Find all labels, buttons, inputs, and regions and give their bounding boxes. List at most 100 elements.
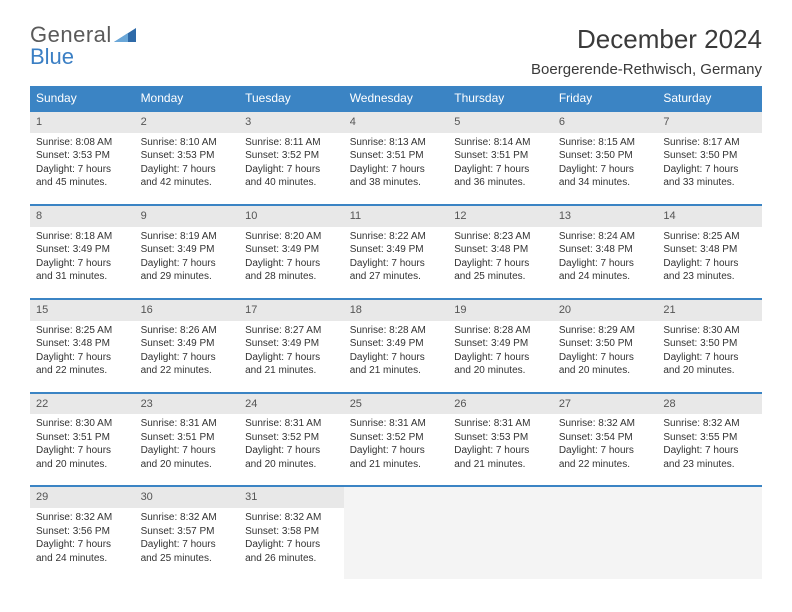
logo-part2: Blue bbox=[30, 46, 136, 68]
day-info-cell: Sunrise: 8:29 AMSunset: 3:50 PMDaylight:… bbox=[553, 321, 658, 393]
day-sunset: Sunset: 3:51 PM bbox=[350, 149, 443, 163]
header: General Blue December 2024 Boergerende-R… bbox=[30, 24, 762, 78]
day-d1: Daylight: 7 hours bbox=[454, 257, 547, 271]
day-number-cell bbox=[344, 486, 449, 508]
day-number-cell: 31 bbox=[239, 486, 344, 508]
day-d1: Daylight: 7 hours bbox=[245, 163, 338, 177]
day-sunset: Sunset: 3:50 PM bbox=[559, 149, 652, 163]
day-info-row: Sunrise: 8:25 AMSunset: 3:48 PMDaylight:… bbox=[30, 321, 762, 393]
day-sunset: Sunset: 3:49 PM bbox=[36, 243, 129, 257]
day-sunrise: Sunrise: 8:25 AM bbox=[663, 230, 756, 244]
day-d1: Daylight: 7 hours bbox=[36, 257, 129, 271]
day-sunset: Sunset: 3:49 PM bbox=[245, 243, 338, 257]
day-d2: and 29 minutes. bbox=[141, 270, 234, 284]
day-sunset: Sunset: 3:54 PM bbox=[559, 431, 652, 445]
day-sunset: Sunset: 3:49 PM bbox=[245, 337, 338, 351]
day-d1: Daylight: 7 hours bbox=[245, 444, 338, 458]
day-info-cell: Sunrise: 8:31 AMSunset: 3:51 PMDaylight:… bbox=[135, 414, 240, 486]
day-sunrise: Sunrise: 8:22 AM bbox=[350, 230, 443, 244]
day-sunset: Sunset: 3:51 PM bbox=[141, 431, 234, 445]
title-block: December 2024 Boergerende-Rethwisch, Ger… bbox=[531, 24, 762, 78]
day-number-cell: 20 bbox=[553, 299, 658, 321]
day-number-cell: 2 bbox=[135, 111, 240, 133]
day-d1: Daylight: 7 hours bbox=[663, 163, 756, 177]
day-d2: and 34 minutes. bbox=[559, 176, 652, 190]
day-d2: and 21 minutes. bbox=[454, 458, 547, 472]
day-d2: and 20 minutes. bbox=[559, 364, 652, 378]
day-d2: and 20 minutes. bbox=[663, 364, 756, 378]
day-d1: Daylight: 7 hours bbox=[141, 538, 234, 552]
day-d2: and 33 minutes. bbox=[663, 176, 756, 190]
day-d2: and 22 minutes. bbox=[36, 364, 129, 378]
logo: General Blue bbox=[30, 24, 136, 68]
day-d1: Daylight: 7 hours bbox=[350, 351, 443, 365]
day-d2: and 28 minutes. bbox=[245, 270, 338, 284]
day-d2: and 22 minutes. bbox=[559, 458, 652, 472]
weekday-header: Friday bbox=[553, 86, 658, 111]
day-sunrise: Sunrise: 8:25 AM bbox=[36, 324, 129, 338]
day-sunset: Sunset: 3:52 PM bbox=[245, 431, 338, 445]
day-info-cell: Sunrise: 8:17 AMSunset: 3:50 PMDaylight:… bbox=[657, 133, 762, 205]
day-d1: Daylight: 7 hours bbox=[454, 163, 547, 177]
day-number-cell: 24 bbox=[239, 393, 344, 415]
day-info-row: Sunrise: 8:08 AMSunset: 3:53 PMDaylight:… bbox=[30, 133, 762, 205]
day-number-cell: 11 bbox=[344, 205, 449, 227]
day-sunset: Sunset: 3:51 PM bbox=[454, 149, 547, 163]
day-info-cell: Sunrise: 8:32 AMSunset: 3:56 PMDaylight:… bbox=[30, 508, 135, 579]
day-d2: and 31 minutes. bbox=[36, 270, 129, 284]
day-d2: and 21 minutes. bbox=[350, 364, 443, 378]
day-d1: Daylight: 7 hours bbox=[663, 257, 756, 271]
day-d1: Daylight: 7 hours bbox=[559, 163, 652, 177]
day-number-row: 15161718192021 bbox=[30, 299, 762, 321]
day-number-cell: 13 bbox=[553, 205, 658, 227]
day-sunset: Sunset: 3:48 PM bbox=[454, 243, 547, 257]
day-info-row: Sunrise: 8:30 AMSunset: 3:51 PMDaylight:… bbox=[30, 414, 762, 486]
day-info-cell: Sunrise: 8:31 AMSunset: 3:52 PMDaylight:… bbox=[344, 414, 449, 486]
day-sunset: Sunset: 3:48 PM bbox=[663, 243, 756, 257]
day-d1: Daylight: 7 hours bbox=[350, 163, 443, 177]
day-info-cell bbox=[553, 508, 658, 579]
day-number-cell: 30 bbox=[135, 486, 240, 508]
day-sunrise: Sunrise: 8:32 AM bbox=[663, 417, 756, 431]
day-d1: Daylight: 7 hours bbox=[350, 257, 443, 271]
day-number-cell: 5 bbox=[448, 111, 553, 133]
weekday-header: Sunday bbox=[30, 86, 135, 111]
day-d1: Daylight: 7 hours bbox=[663, 444, 756, 458]
logo-triangle-icon bbox=[114, 28, 136, 42]
day-d2: and 42 minutes. bbox=[141, 176, 234, 190]
day-sunrise: Sunrise: 8:24 AM bbox=[559, 230, 652, 244]
day-d2: and 38 minutes. bbox=[350, 176, 443, 190]
day-d2: and 21 minutes. bbox=[350, 458, 443, 472]
day-number-cell: 27 bbox=[553, 393, 658, 415]
day-d2: and 25 minutes. bbox=[454, 270, 547, 284]
day-info-cell: Sunrise: 8:20 AMSunset: 3:49 PMDaylight:… bbox=[239, 227, 344, 299]
day-d1: Daylight: 7 hours bbox=[36, 163, 129, 177]
day-sunrise: Sunrise: 8:18 AM bbox=[36, 230, 129, 244]
day-sunset: Sunset: 3:57 PM bbox=[141, 525, 234, 539]
day-number-cell: 23 bbox=[135, 393, 240, 415]
day-number-cell: 4 bbox=[344, 111, 449, 133]
day-sunset: Sunset: 3:52 PM bbox=[245, 149, 338, 163]
day-info-cell: Sunrise: 8:14 AMSunset: 3:51 PMDaylight:… bbox=[448, 133, 553, 205]
day-info-cell bbox=[448, 508, 553, 579]
day-sunrise: Sunrise: 8:23 AM bbox=[454, 230, 547, 244]
day-sunrise: Sunrise: 8:10 AM bbox=[141, 136, 234, 150]
day-d1: Daylight: 7 hours bbox=[141, 257, 234, 271]
day-d2: and 26 minutes. bbox=[245, 552, 338, 566]
day-number-row: 293031 bbox=[30, 486, 762, 508]
day-sunset: Sunset: 3:49 PM bbox=[141, 337, 234, 351]
day-info-cell bbox=[657, 508, 762, 579]
day-number-cell: 22 bbox=[30, 393, 135, 415]
day-sunrise: Sunrise: 8:31 AM bbox=[350, 417, 443, 431]
weekday-header: Wednesday bbox=[344, 86, 449, 111]
day-d2: and 20 minutes. bbox=[245, 458, 338, 472]
day-number-cell: 21 bbox=[657, 299, 762, 321]
day-sunrise: Sunrise: 8:11 AM bbox=[245, 136, 338, 150]
day-sunrise: Sunrise: 8:32 AM bbox=[141, 511, 234, 525]
weekday-header: Monday bbox=[135, 86, 240, 111]
day-d1: Daylight: 7 hours bbox=[141, 444, 234, 458]
day-d2: and 40 minutes. bbox=[245, 176, 338, 190]
day-sunrise: Sunrise: 8:19 AM bbox=[141, 230, 234, 244]
day-number-cell bbox=[448, 486, 553, 508]
day-sunset: Sunset: 3:50 PM bbox=[663, 337, 756, 351]
